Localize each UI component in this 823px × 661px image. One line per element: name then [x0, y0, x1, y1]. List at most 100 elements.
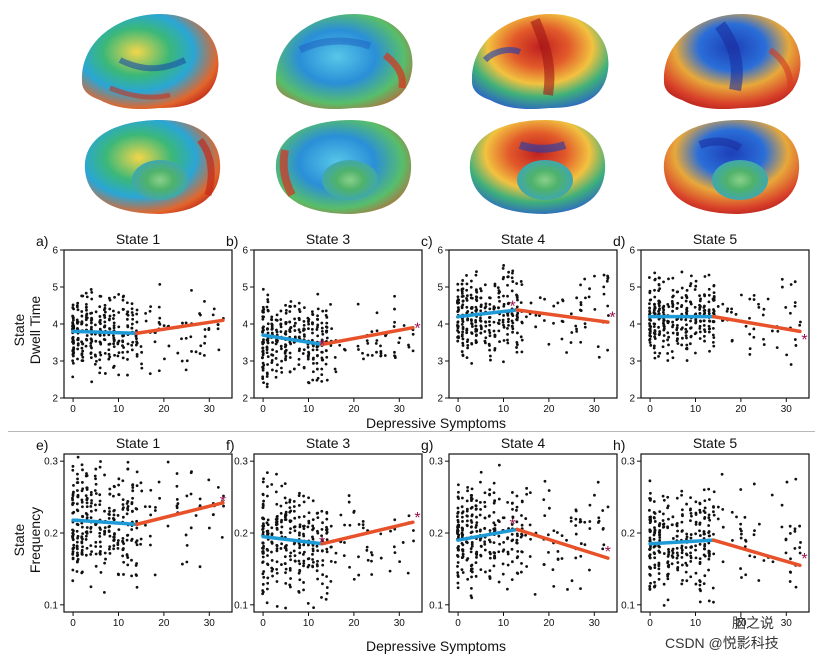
data-point	[94, 564, 98, 568]
data-point	[89, 509, 93, 513]
data-point	[461, 299, 465, 303]
data-point	[475, 555, 478, 559]
x-tick-label: 0	[647, 404, 653, 415]
data-point	[466, 489, 469, 493]
data-point	[680, 544, 684, 548]
x-tick-label: 30	[204, 404, 216, 415]
data-point	[474, 525, 478, 529]
data-point	[684, 327, 688, 331]
data-point	[788, 532, 792, 535]
data-point	[474, 273, 478, 277]
data-point	[662, 582, 666, 586]
data-point	[456, 295, 460, 299]
data-point	[325, 329, 329, 333]
data-point	[81, 359, 85, 363]
data-point	[334, 370, 338, 374]
data-point	[370, 559, 373, 563]
data-point	[584, 296, 587, 300]
data-point	[460, 515, 464, 519]
data-point	[798, 323, 802, 327]
data-point	[475, 270, 478, 274]
data-point	[275, 547, 279, 551]
data-point	[389, 529, 392, 533]
data-point	[689, 282, 693, 285]
data-point	[130, 302, 134, 306]
data-point	[461, 344, 465, 347]
data-point	[707, 308, 711, 312]
data-point	[312, 526, 315, 530]
data-point	[116, 547, 120, 550]
data-point	[108, 298, 112, 302]
data-point	[510, 578, 514, 581]
data-point	[721, 507, 725, 511]
data-point	[202, 354, 206, 357]
data-point	[730, 510, 734, 514]
data-point	[212, 307, 216, 311]
x-tick-label: 10	[498, 404, 510, 415]
data-point	[108, 355, 112, 359]
data-point	[579, 301, 583, 304]
data-point	[144, 523, 147, 527]
data-point	[652, 311, 656, 314]
data-point	[466, 346, 469, 350]
data-point	[261, 493, 265, 497]
data-points	[456, 264, 610, 365]
data-point	[588, 520, 592, 523]
data-point	[460, 505, 464, 509]
data-point	[461, 279, 465, 282]
data-point	[685, 535, 689, 539]
data-point	[321, 309, 325, 313]
data-point	[520, 350, 524, 354]
data-point	[198, 497, 202, 501]
data-point	[98, 465, 102, 469]
data-point	[121, 540, 125, 544]
data-point	[671, 331, 675, 335]
data-point	[298, 569, 302, 573]
data-point	[712, 299, 715, 302]
panel-letter: h)	[613, 437, 625, 453]
data-point	[511, 501, 514, 505]
data-point	[583, 543, 587, 547]
data-point	[657, 562, 661, 566]
data-point	[456, 561, 460, 564]
data-point	[211, 313, 215, 317]
data-point	[270, 361, 274, 365]
data-point	[597, 521, 600, 524]
data-point	[265, 587, 269, 591]
data-point	[113, 485, 116, 489]
data-point	[667, 335, 671, 339]
data-point	[325, 355, 329, 359]
data-point	[470, 542, 474, 546]
data-point	[474, 341, 478, 345]
data-point	[685, 564, 689, 567]
data-point	[99, 545, 102, 549]
data-point	[392, 545, 396, 549]
data-point	[703, 554, 707, 558]
data-point	[279, 511, 283, 515]
data-point	[99, 342, 103, 346]
data-point	[506, 563, 510, 567]
data-point	[293, 554, 297, 558]
data-point	[275, 543, 279, 547]
data-point	[375, 329, 379, 333]
data-point	[506, 341, 510, 345]
data-point	[357, 573, 361, 577]
plot-panel-h: State 5h)0.10.20.30 10 20 30*	[613, 435, 810, 629]
data-point	[652, 510, 656, 514]
data-point	[688, 508, 692, 512]
data-point	[412, 529, 415, 532]
data-point	[311, 549, 315, 553]
data-point	[675, 534, 679, 538]
data-point	[725, 309, 729, 313]
data-point	[320, 538, 324, 542]
data-point	[103, 324, 107, 328]
data-point	[649, 497, 652, 501]
data-point	[71, 534, 74, 538]
data-point	[694, 571, 698, 575]
data-point	[680, 303, 684, 307]
data-point	[306, 316, 310, 320]
data-point	[307, 557, 311, 560]
data-point	[72, 483, 75, 487]
data-point	[266, 554, 269, 557]
data-point	[694, 548, 697, 552]
